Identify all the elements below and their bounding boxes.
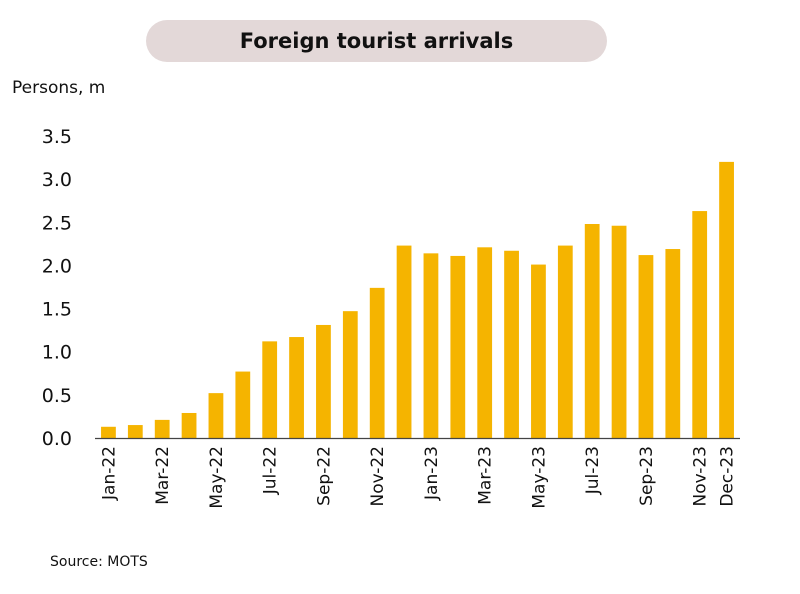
x-tick-label: Sep-22 [314, 446, 334, 506]
bar [101, 426, 116, 438]
x-tick-label: Sep-23 [637, 446, 657, 506]
y-tick-label: 0.0 [42, 428, 72, 450]
x-tick-label: May-23 [529, 446, 549, 509]
y-tick-label: 1.5 [42, 299, 72, 321]
bar [450, 255, 466, 438]
bar [127, 425, 143, 438]
y-tick-label: 1.0 [42, 342, 72, 364]
x-tick-label: Jul-23 [583, 446, 603, 495]
y-axis-label: Persons, m [12, 78, 106, 98]
x-tick-label: Jan-22 [99, 446, 119, 501]
bar [342, 311, 358, 438]
y-tick-label: 2.0 [42, 255, 72, 277]
bar [665, 249, 681, 438]
y-tick-label: 2.5 [42, 212, 72, 234]
source-note: Source: MOTS [50, 554, 148, 570]
bar [504, 250, 519, 438]
bar [557, 245, 573, 438]
bar [208, 393, 224, 438]
bar [289, 337, 304, 438]
bar [638, 255, 654, 438]
bar [531, 264, 546, 438]
bar [396, 245, 412, 438]
bar [584, 224, 600, 438]
x-tick-label: Nov-22 [368, 446, 388, 507]
x-tick-label: Mar-23 [476, 446, 496, 505]
x-tick-label: May-22 [207, 446, 227, 509]
chart-title-pill: Foreign tourist arrivals [146, 20, 607, 62]
bar [611, 225, 627, 438]
x-tick-label: Jan-23 [422, 446, 442, 501]
bar [262, 341, 278, 438]
x-tick-label: Nov-23 [691, 446, 711, 507]
x-tick-label: Mar-22 [153, 446, 173, 505]
chart-title: Foreign tourist arrivals [239, 29, 514, 53]
bar [423, 253, 439, 438]
bar [181, 412, 197, 438]
bar [369, 287, 385, 438]
y-tick-label: 3.5 [42, 126, 72, 148]
y-tick-label: 3.0 [42, 169, 72, 191]
bar [719, 161, 734, 438]
bar [316, 324, 331, 438]
y-tick-label: 0.5 [42, 385, 72, 407]
bar [154, 419, 170, 438]
bar [235, 371, 251, 438]
x-tick-label: Dec-23 [718, 446, 738, 507]
bar [477, 247, 493, 438]
bar [692, 211, 708, 438]
x-tick-label: Jul-22 [261, 446, 281, 495]
